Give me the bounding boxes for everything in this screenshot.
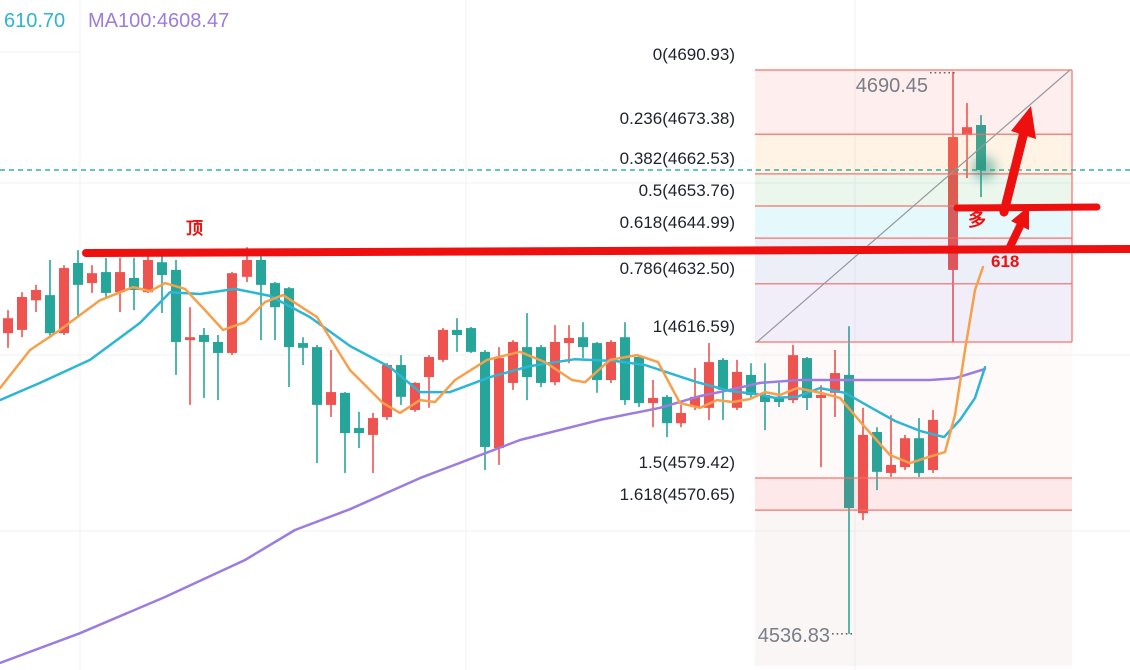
candle-body bbox=[143, 260, 153, 293]
candle-body bbox=[256, 260, 266, 285]
candle-body bbox=[676, 412, 686, 424]
candle-body bbox=[830, 373, 840, 393]
fib618-callout: 618 bbox=[991, 252, 1020, 271]
candle-body bbox=[508, 341, 518, 383]
fib-label-0618: 0.618(4644.99) bbox=[619, 213, 735, 233]
fib-label-0: 0(4690.93) bbox=[652, 45, 735, 64]
candle-body bbox=[802, 358, 812, 398]
candle-body bbox=[760, 395, 770, 402]
ma100-value: MA100:4608.47 bbox=[88, 10, 230, 32]
candle-body bbox=[354, 427, 364, 434]
candle-body bbox=[45, 295, 55, 334]
candle-body bbox=[73, 262, 83, 285]
up-arrow-big-head bbox=[1011, 106, 1036, 139]
up-arrow-big-shaft bbox=[999, 131, 1028, 217]
candle-body bbox=[171, 269, 181, 342]
fib-band-below bbox=[755, 510, 1072, 666]
long-position-label: 多 bbox=[968, 210, 986, 230]
candle-body bbox=[227, 273, 237, 353]
candle-body bbox=[213, 341, 223, 353]
fib-label-1618: 1.618(4570.65) bbox=[619, 485, 735, 505]
candle-body bbox=[844, 374, 854, 509]
resistance-top-label: 顶 bbox=[186, 219, 203, 238]
high-price-label: 4690.45 bbox=[855, 74, 928, 97]
candle-body bbox=[368, 418, 378, 435]
candle-body bbox=[494, 358, 504, 449]
fib-band bbox=[755, 283, 1072, 343]
fib-band bbox=[755, 173, 1072, 207]
candle-body bbox=[620, 337, 630, 401]
candle-body bbox=[17, 296, 27, 330]
candle-body bbox=[101, 272, 111, 293]
fib-label-05: 0.5(4653.76) bbox=[638, 181, 735, 200]
fib-label-1: 1(4616.59) bbox=[652, 317, 735, 336]
long-entry-line bbox=[953, 203, 1101, 212]
candle-body bbox=[87, 273, 97, 284]
candle-body bbox=[634, 356, 644, 404]
candle-body bbox=[858, 434, 868, 514]
candle-body bbox=[115, 272, 125, 293]
candle-body bbox=[816, 395, 826, 398]
candle-body bbox=[3, 318, 13, 334]
highlight-glow bbox=[972, 156, 996, 180]
candle-body bbox=[648, 397, 658, 404]
candle-body bbox=[732, 371, 742, 408]
fib-band bbox=[755, 478, 1072, 511]
up-arrow-small-head bbox=[1011, 206, 1029, 230]
candle-body bbox=[788, 355, 798, 401]
fib-trend-diagonal bbox=[756, 69, 1071, 343]
candle-body bbox=[578, 337, 588, 348]
candle-body bbox=[129, 277, 139, 291]
candle-body bbox=[662, 396, 672, 424]
candle-body bbox=[928, 419, 938, 471]
ma-fast-value: 610.70 bbox=[4, 10, 66, 32]
ma100-line bbox=[0, 367, 987, 665]
low-price-label: 4536.83 bbox=[757, 624, 830, 647]
candle-body bbox=[886, 464, 896, 473]
candle-body bbox=[242, 260, 252, 277]
candle-body bbox=[774, 397, 784, 402]
fib-label-15: 1.5(4579.42) bbox=[638, 453, 735, 472]
candle-body bbox=[340, 392, 350, 434]
candle-body bbox=[185, 337, 195, 341]
fib-label-0382: 0.382(4662.53) bbox=[619, 148, 735, 168]
candle-body bbox=[592, 343, 602, 381]
candle-body bbox=[59, 268, 69, 334]
candle-body bbox=[312, 347, 322, 405]
candle-body bbox=[900, 438, 910, 468]
fib-band bbox=[755, 238, 1072, 284]
candle-body bbox=[466, 328, 476, 352]
candle-body bbox=[424, 356, 434, 378]
candle-body bbox=[522, 347, 532, 378]
candle-body bbox=[157, 262, 167, 276]
candle-body bbox=[284, 288, 294, 348]
candle-body bbox=[480, 351, 490, 447]
candle-body bbox=[962, 127, 972, 135]
candle-body bbox=[690, 396, 700, 408]
candle-body bbox=[270, 283, 280, 308]
candle-body bbox=[31, 290, 41, 301]
ma-fast-line bbox=[0, 287, 987, 439]
candle-body bbox=[914, 438, 924, 473]
candle-body bbox=[396, 365, 406, 397]
ma-mid-line bbox=[0, 265, 985, 465]
candle-body bbox=[948, 137, 958, 270]
candle-body bbox=[326, 392, 336, 405]
candle-body bbox=[564, 337, 574, 344]
fib-band bbox=[755, 342, 1072, 478]
fib-label-0236: 0.236(4673.38) bbox=[619, 109, 735, 129]
candle-body bbox=[298, 343, 308, 348]
candle-body bbox=[718, 359, 728, 390]
candle-body bbox=[452, 329, 462, 336]
resistance-line bbox=[82, 245, 1130, 257]
fib-label-0786: 0.786(4632.50) bbox=[619, 258, 735, 278]
candle-body bbox=[410, 382, 420, 411]
candle-body bbox=[438, 329, 448, 360]
candle-body bbox=[382, 365, 392, 417]
up-arrow-small-shaft bbox=[1005, 222, 1024, 253]
candle-body bbox=[872, 431, 882, 472]
candle-body bbox=[199, 335, 209, 342]
